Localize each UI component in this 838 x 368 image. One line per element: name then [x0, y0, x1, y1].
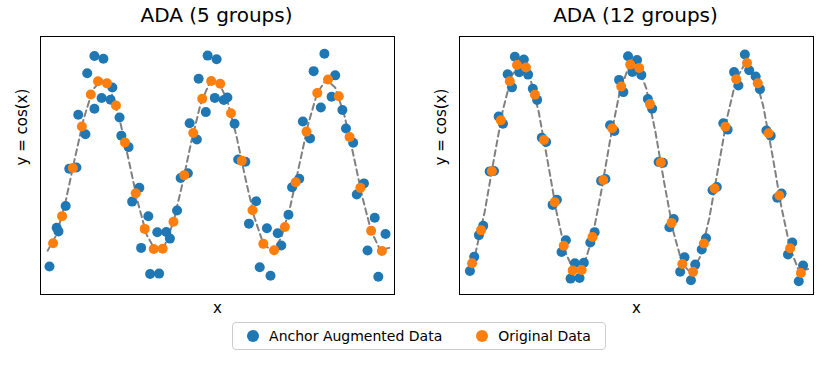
- svg-text:x: x: [632, 299, 641, 317]
- html-text:ADA (5 groups): ADA (5 groups): [140, 3, 293, 27]
- html-text:Anchor Augmented Data: Anchor Augmented Data: [269, 328, 443, 344]
- svg-text:x: x: [213, 299, 222, 317]
- svg-text:y = cos(x): y = cos(x): [432, 89, 450, 166]
- html-text:Original Data: Original Data: [498, 328, 591, 344]
- html-text:ADA (12 groups): ADA (12 groups): [553, 3, 718, 27]
- svg-text:y = cos(x): y = cos(x): [13, 89, 31, 166]
